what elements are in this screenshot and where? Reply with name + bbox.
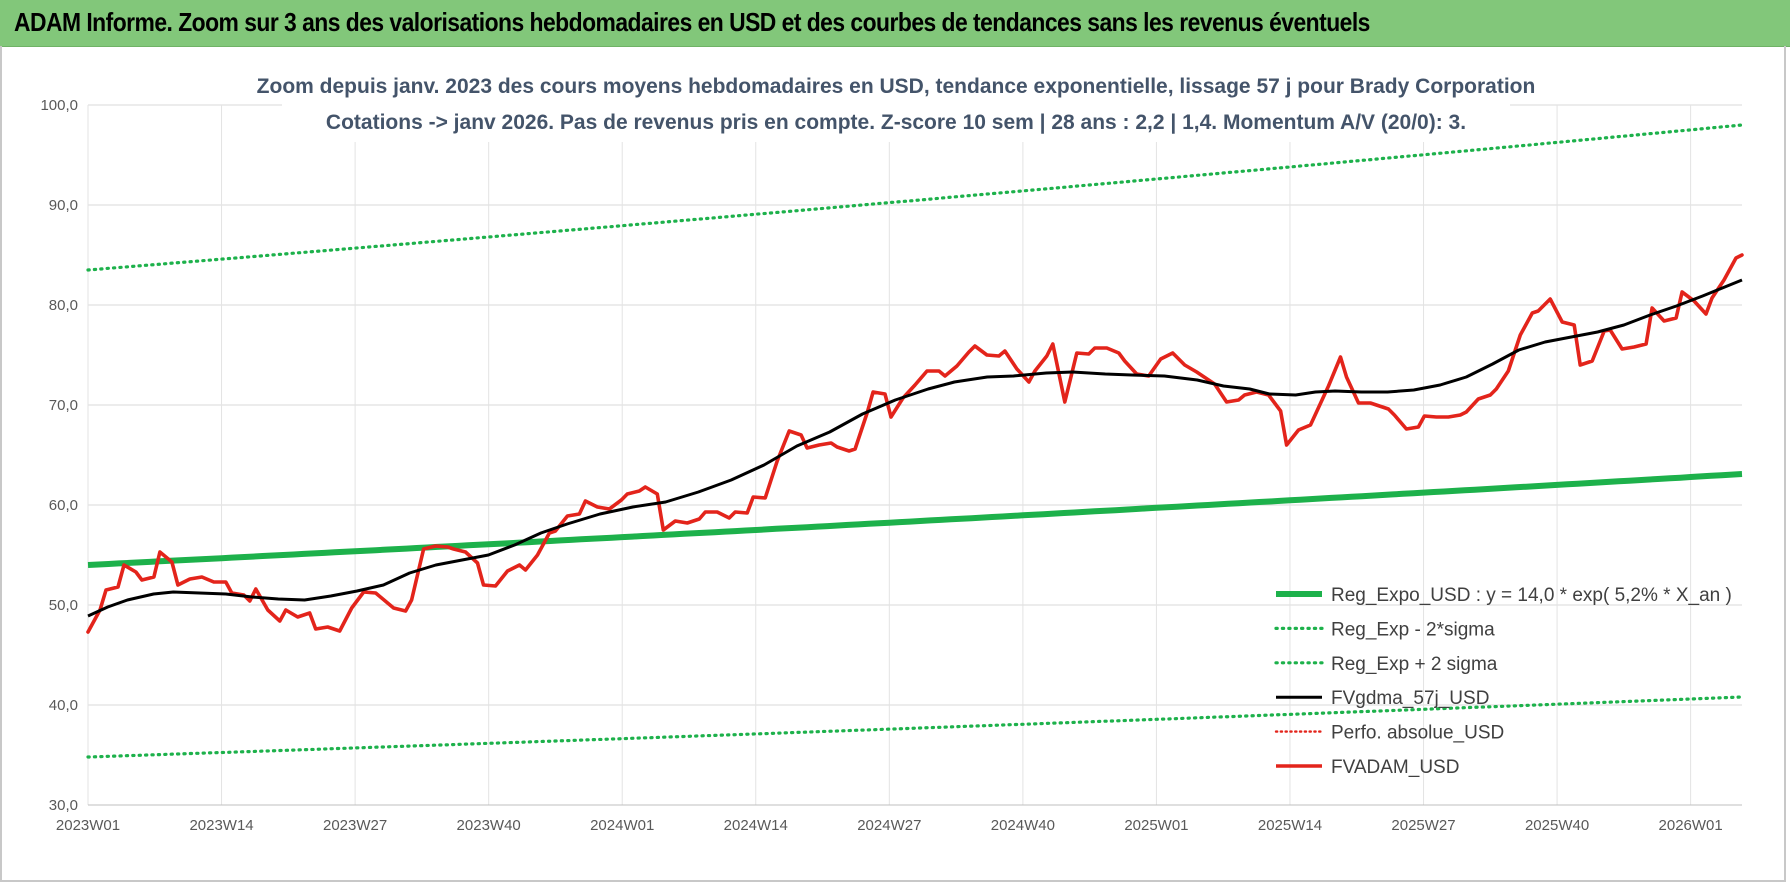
legend-label-perfo: Perfo. absolue_USD [1331,723,1504,744]
x-tick-label: 2023W40 [457,817,521,834]
y-tick-label: 90,0 [49,197,78,214]
chart-frame [0,46,1786,882]
legend-label-sigma_plus: Reg_Exp + 2 sigma [1331,654,1498,675]
x-tick-label: 2024W40 [991,817,1055,834]
legend-label-fvadam: FVADAM_USD [1331,757,1459,778]
y-tick-label: 80,0 [49,297,78,314]
x-tick-label: 2025W40 [1525,817,1589,834]
x-tick-label: 2025W14 [1258,817,1322,834]
y-tick-label: 100,0 [40,97,78,114]
header-banner: ADAM Informe. Zoom sur 3 ans des valoris… [0,0,1790,47]
chart-title-line-2: Cotations -> janv 2026. Pas de revenus p… [326,111,1466,134]
x-tick-label: 2024W01 [590,817,654,834]
sigma_plus-line [86,123,1744,272]
sigma_minus-line [86,695,1744,759]
legend-label-fvgdma: FVgdma_57j_USD [1331,688,1489,709]
gridlines [87,104,1742,806]
fvgdma-line [87,278,1743,618]
fvadam-line [86,253,1744,634]
legend: Reg_Expo_USD : y = 14,0 * exp( 5,2% * X_… [1274,585,1732,778]
y-tick-label: 60,0 [49,497,78,514]
x-tick-label: 2025W01 [1124,817,1188,834]
axis-labels: 30,0 40,0 50,0 60,0 70,0 80,0 90,0 100,0 2023W01… [40,97,1722,834]
x-tick-label: 2023W27 [323,817,387,834]
y-tick-label: 40,0 [49,697,78,714]
x-tick-label: 2025W27 [1391,817,1455,834]
x-tick-label: 2024W14 [724,817,788,834]
x-tick-label: 2023W01 [56,817,120,834]
legend-label-reg_expo: Reg_Expo_USD : y = 14,0 * exp( 5,2% * X_… [1331,585,1732,606]
y-tick-label: 30,0 [49,797,78,814]
chart-title-line-1: Zoom depuis janv. 2023 des cours moyens … [257,75,1536,98]
legend-label-sigma_minus: Reg_Exp - 2*sigma [1331,619,1495,640]
chart-title: Zoom depuis janv. 2023 des cours moyens … [257,66,1536,142]
chart-title-background [282,66,1510,142]
series [86,123,1744,759]
report-title: ADAM Informe. Zoom sur 3 ans des valoris… [14,7,1370,37]
y-tick-label: 50,0 [49,597,78,614]
x-tick-label: 2023W14 [189,817,253,834]
x-tick-label: 2026W01 [1659,817,1723,834]
y-tick-label: 70,0 [49,397,78,414]
reg-expo-line [87,471,1743,568]
x-tick-label: 2024W27 [857,817,921,834]
